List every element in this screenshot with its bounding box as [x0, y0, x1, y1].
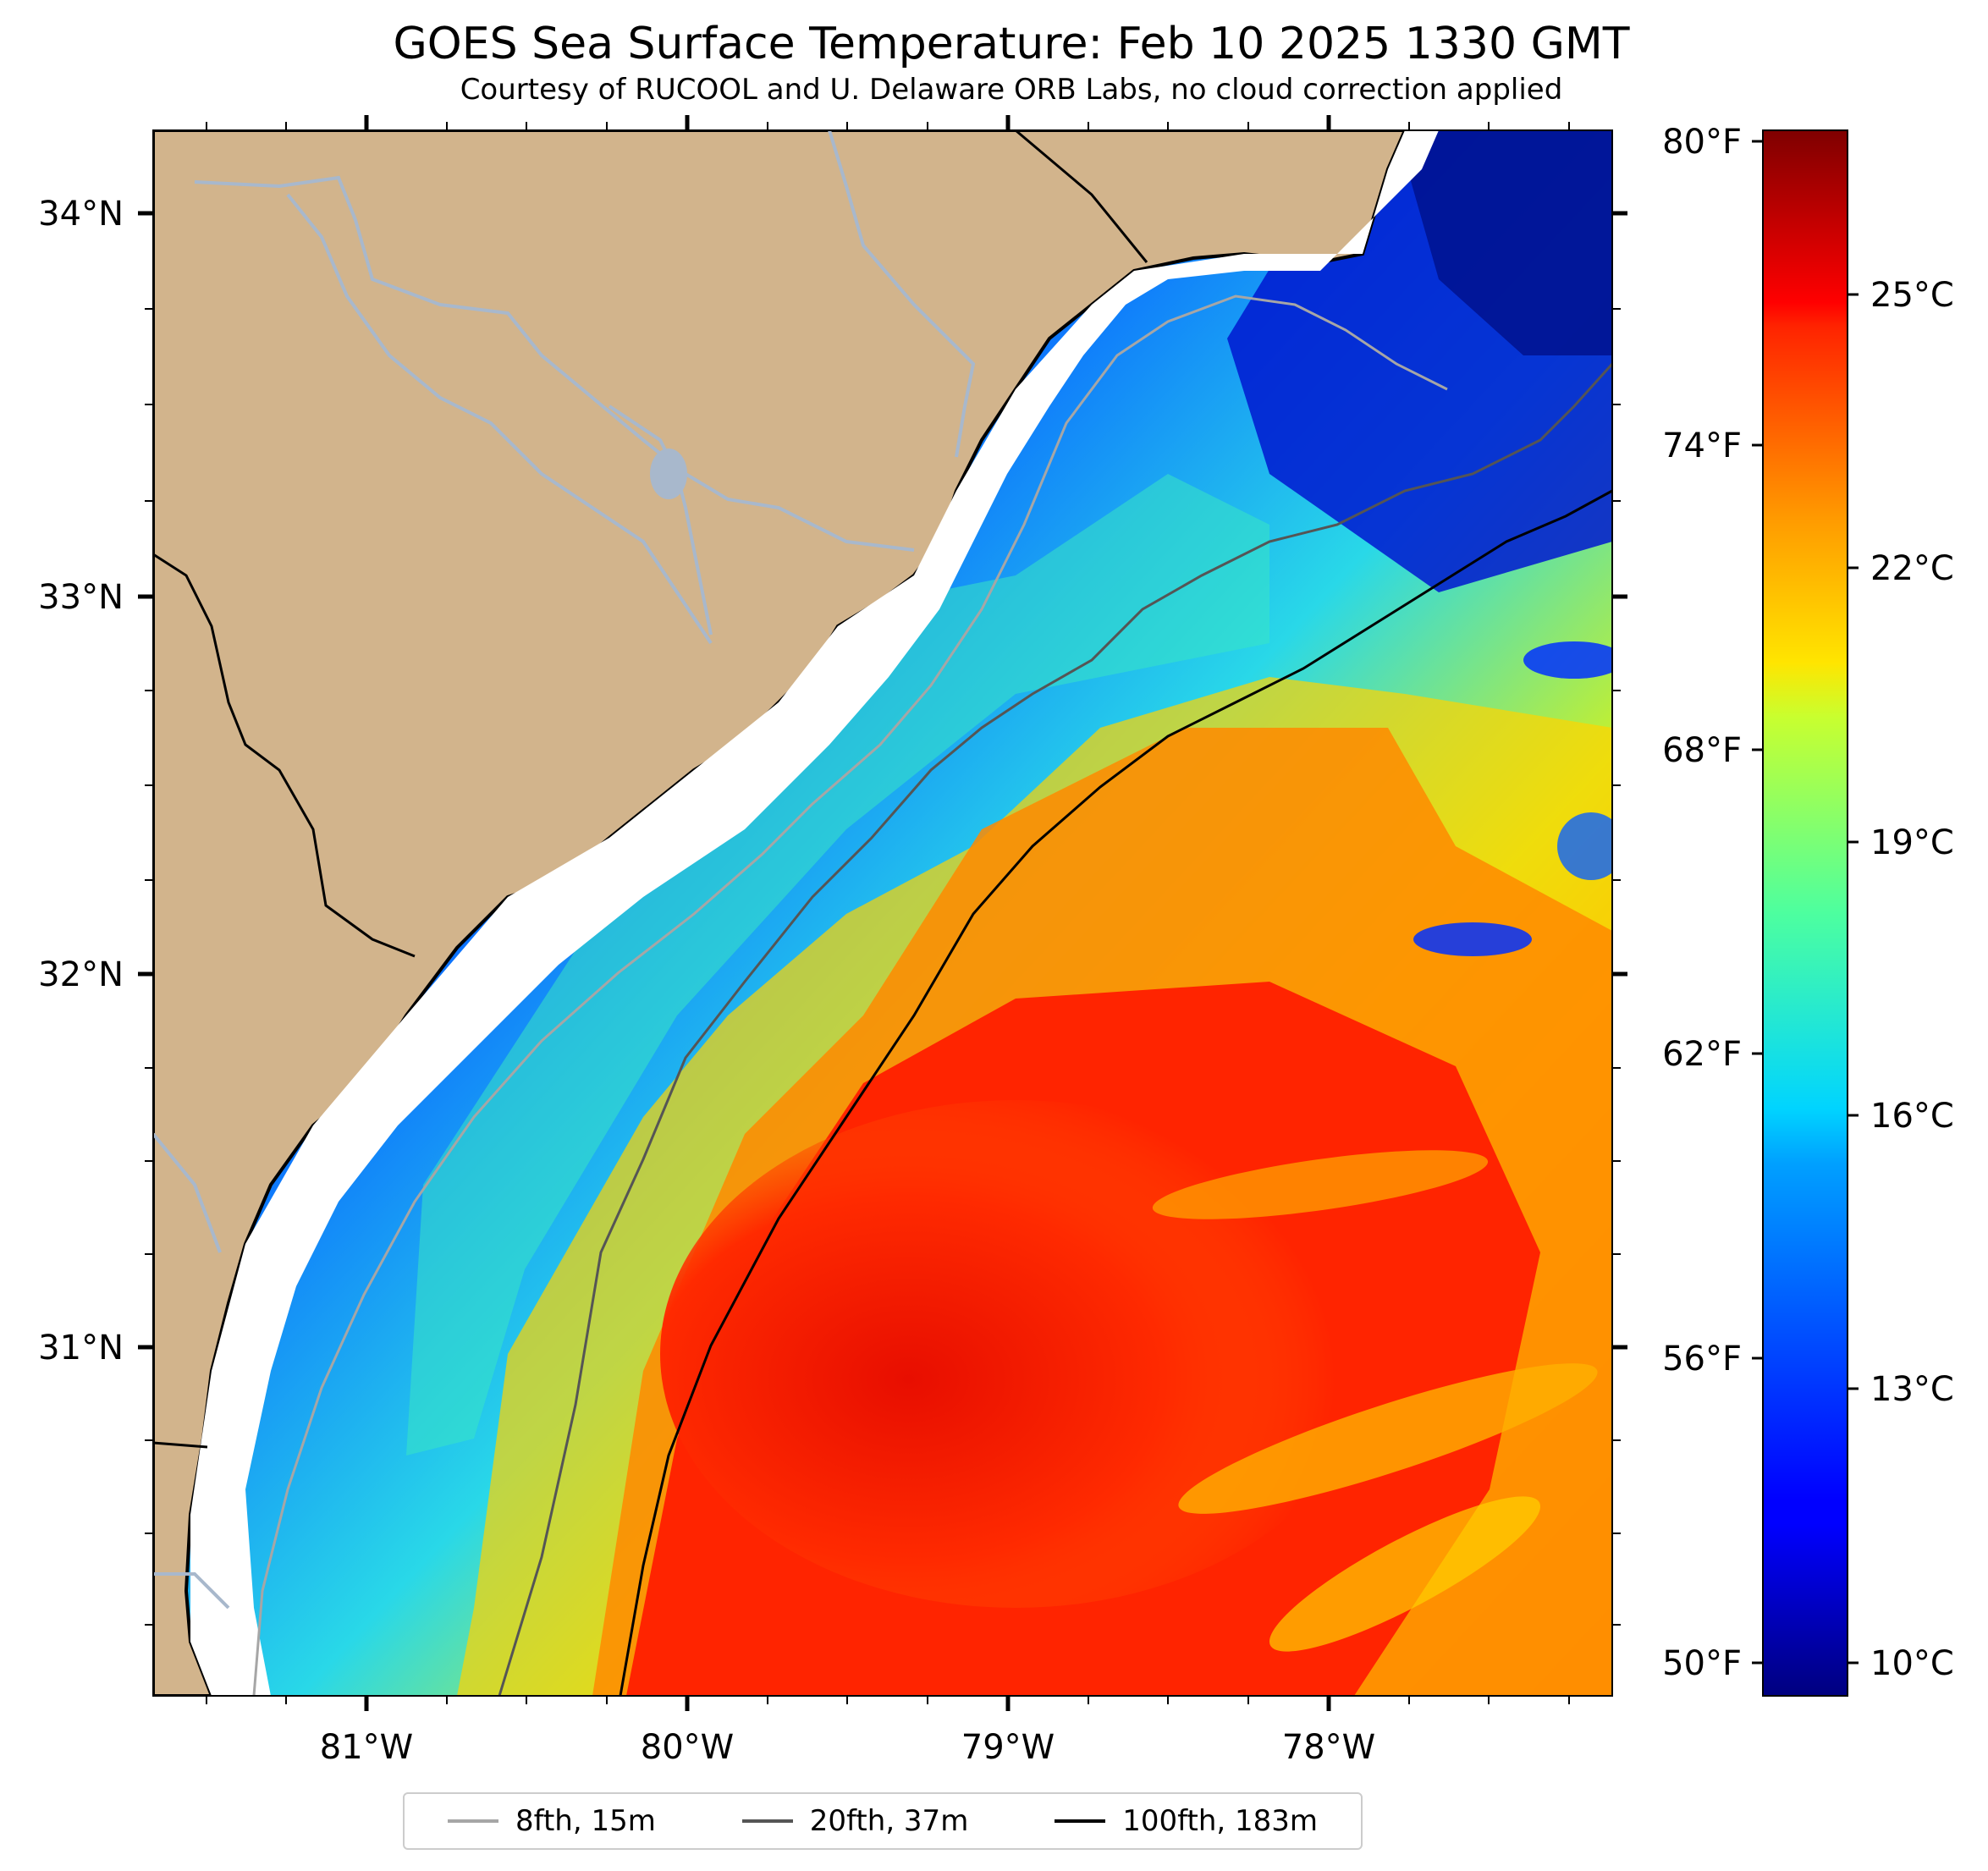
legend-swatch: [447, 1819, 498, 1823]
lake: [650, 448, 687, 499]
celsius-label: 13°C: [1870, 1370, 1954, 1409]
lat-tick-label: 33°N: [38, 578, 124, 617]
lat-tick-label: 32°N: [38, 955, 124, 994]
state-border: [153, 553, 416, 958]
coldest-water: [1396, 130, 1612, 355]
lat-tick-label: 34°N: [38, 195, 124, 234]
legend-item-20fth: 20fth, 37m: [741, 1804, 969, 1838]
isobath-legend: 8fth, 15m 20fth, 37m 100fth, 183m: [403, 1792, 1363, 1850]
state-border: [153, 1441, 208, 1449]
legend-label: 100fth, 183m: [1122, 1804, 1319, 1838]
state-borders: [153, 130, 1148, 1449]
lon-tick-label: 80°W: [641, 1728, 734, 1767]
legend-label: 20fth, 37m: [809, 1804, 969, 1838]
map-frame: [152, 129, 1613, 1697]
rivers: [153, 130, 976, 1610]
celsius-ticks: [1848, 293, 1859, 1665]
legend-item-8fth: 8fth, 15m: [447, 1804, 656, 1838]
celsius-label: 16°C: [1870, 1097, 1954, 1136]
lon-tick-label: 81°W: [320, 1728, 413, 1767]
river: [286, 193, 713, 645]
map-subtitle: Courtesy of RUCOOL and U. Delaware ORB L…: [460, 73, 1563, 107]
colorbar: [1762, 129, 1848, 1697]
river: [194, 175, 915, 552]
lon-major-ticks: [364, 115, 1331, 1711]
map-title: GOES Sea Surface Temperature: Feb 10 202…: [393, 19, 1630, 69]
cold-eddy: [1523, 641, 1612, 679]
isobath-20fth: [498, 362, 1612, 1696]
river: [153, 1572, 230, 1610]
fahrenheit-label: 74°F: [1662, 426, 1742, 465]
legend-label: 8fth, 15m: [515, 1804, 656, 1838]
legend-swatch: [1055, 1819, 1106, 1823]
celsius-label: 22°C: [1870, 549, 1954, 588]
warm-filament: [1152, 1150, 1489, 1219]
isobath-8fth: [252, 294, 1448, 1696]
warm-filament: [1178, 1363, 1598, 1514]
celsius-label: 10°C: [1870, 1644, 1954, 1683]
lat-tick-label: 31°N: [38, 1329, 124, 1367]
cold-eddy: [1413, 922, 1532, 956]
fahrenheit-label: 50°F: [1662, 1644, 1742, 1683]
isobath-100fth: [619, 489, 1612, 1696]
river: [828, 130, 976, 458]
map-area[interactable]: [153, 130, 1625, 1696]
fahrenheit-label: 62°F: [1662, 1035, 1742, 1074]
river: [153, 1132, 222, 1253]
cold-eddy: [1557, 812, 1612, 880]
legend-item-100fth: 100fth, 183m: [1055, 1804, 1318, 1838]
lat-major-ticks: [138, 211, 1627, 1350]
celsius-label: 25°C: [1870, 276, 1954, 315]
fahrenheit-label: 56°F: [1662, 1340, 1742, 1378]
lon-tick-label: 79°W: [961, 1728, 1055, 1767]
minor-ticks: [145, 122, 1621, 1704]
fahrenheit-label: 68°F: [1662, 731, 1742, 770]
fahrenheit-ticks: [1752, 140, 1763, 1665]
legend-swatch: [741, 1819, 793, 1823]
celsius-label: 19°C: [1870, 823, 1954, 862]
fahrenheit-label: 80°F: [1662, 123, 1742, 162]
state-border: [1015, 130, 1148, 263]
lon-tick-label: 78°W: [1282, 1728, 1375, 1767]
warm-filament: [1269, 1496, 1541, 1652]
warm-core-shading: [660, 1100, 1371, 1608]
